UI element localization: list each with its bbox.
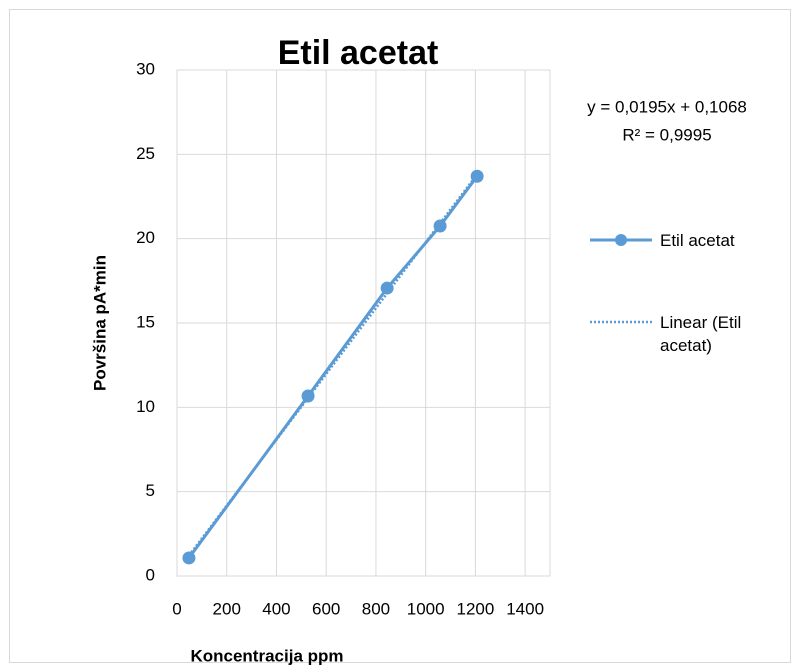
point [380, 281, 394, 295]
legend-label: Etil acetat [660, 231, 735, 250]
chart-title: Etil acetat [278, 34, 439, 72]
legend-trend-label: Linear (Etil acetat) [660, 313, 742, 355]
y-tick-label: 15 [136, 312, 155, 331]
chart-frame [9, 9, 791, 663]
x-axis-label: Koncentracija ppm [190, 646, 343, 665]
y-tick-label: 20 [136, 228, 155, 247]
x-tick-label: 400 [262, 599, 290, 618]
y-tick-label: 0 [146, 565, 155, 584]
plot-border [176, 69, 551, 577]
y-tick-label: 30 [136, 59, 155, 78]
point [182, 551, 196, 565]
x-tick-label: 200 [213, 599, 241, 618]
x-tick-label: 800 [362, 599, 390, 618]
x-tick-label: 0 [172, 599, 181, 618]
y-tick-label: 25 [136, 144, 155, 163]
point [470, 169, 484, 183]
y-tick-label: 5 [146, 481, 155, 500]
x-tick-label: 1200 [456, 599, 494, 618]
x-tick-label: 600 [312, 599, 340, 618]
trend-equation: y = 0,0195x + 0,1068 [587, 97, 747, 116]
y-tick-label: 10 [136, 397, 155, 416]
legend-marker [615, 234, 627, 246]
point [433, 219, 447, 233]
x-tick-label: 1000 [407, 599, 445, 618]
x-tick-label: 1400 [506, 599, 544, 618]
trend-r-squared: R² = 0,9995 [622, 125, 711, 144]
point [301, 389, 315, 403]
y-axis-label: Površina pA*min [90, 255, 109, 391]
